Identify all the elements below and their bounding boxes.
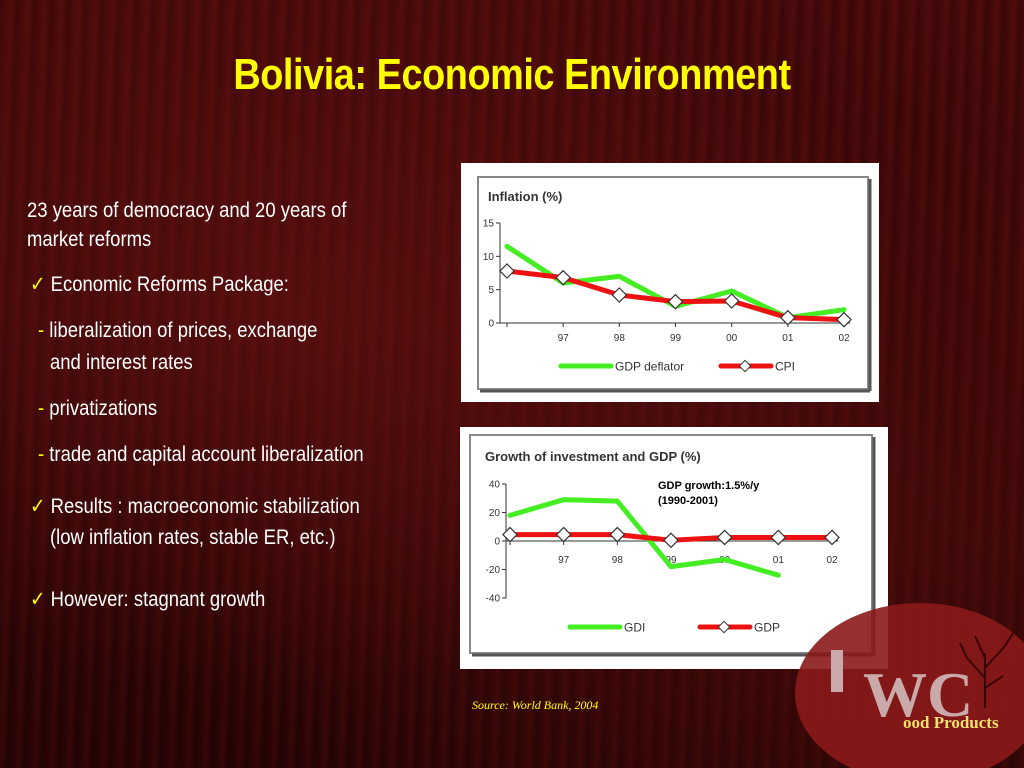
intro-text-line2: market reforms <box>27 228 152 251</box>
data-point-marker <box>555 269 572 286</box>
y-tick-label: 20 <box>489 508 501 519</box>
y-tick-label: 10 <box>483 252 495 263</box>
bullet-however-label: However: stagnant growth <box>50 588 266 611</box>
dash-icon: - <box>38 319 45 342</box>
x-tick-label: 02 <box>826 555 838 566</box>
x-tick-label: 01 <box>773 555 785 566</box>
chart-title: Growth of investment and GDP (%) <box>485 449 701 464</box>
series-line-gdi <box>507 497 781 578</box>
growth-chart: Growth of investment and GDP (%) GDP gro… <box>469 434 876 657</box>
legend-marker <box>738 359 752 373</box>
check-icon: ✓ <box>30 273 46 296</box>
chart-annotation-line1: GDP growth:1.5%/y <box>658 480 760 492</box>
x-tick-label: 97 <box>558 333 570 344</box>
x-tick-label: 00 <box>726 333 738 344</box>
x-tick-label: 02 <box>838 333 850 344</box>
x-tick-label: 99 <box>665 555 677 566</box>
bullet-results: ✓ Results : macroeconomic stabilization <box>30 492 360 521</box>
data-point-marker <box>667 293 684 310</box>
data-point-marker <box>836 311 852 328</box>
check-icon: ✓ <box>30 495 46 518</box>
data-point-marker <box>770 529 787 546</box>
sub-bullet-trade: - trade and capital account liberalizati… <box>38 440 364 469</box>
bullet-results-label: Results : macroeconomic stabilization <box>50 495 360 518</box>
data-point-marker <box>555 526 572 543</box>
source-note: Source: World Bank, 2004 <box>472 698 599 712</box>
y-tick-label: 0 <box>488 319 494 330</box>
inflation-chart: Inflation (%) 0 5 10 15 97 98 99 00 01 02 GDP defl… <box>477 176 872 393</box>
bullet-reforms-label: Economic Reforms Package: <box>50 273 289 296</box>
logo-tagline: ood Products <box>903 713 999 732</box>
y-tick-label: 5 <box>488 285 494 296</box>
logo-disc <box>795 603 1024 768</box>
data-point-marker <box>779 309 796 326</box>
x-tick-label: 97 <box>558 555 570 566</box>
page-title: Bolivia: Economic Environment <box>233 50 791 99</box>
data-point-marker <box>611 287 628 303</box>
x-tick-label: 01 <box>782 333 794 344</box>
legend-marker <box>717 620 731 634</box>
y-tick-label: -40 <box>486 594 501 605</box>
data-point-marker <box>499 263 515 279</box>
x-tick-label: 98 <box>614 333 626 344</box>
data-point-marker <box>609 526 626 543</box>
check-icon: ✓ <box>30 588 46 611</box>
data-point-marker <box>663 532 679 549</box>
intro-text-line1: 23 years of democracy and 20 years of <box>27 199 347 222</box>
logo-letters: WC <box>863 659 973 730</box>
dash-icon: - <box>38 397 45 420</box>
dash-icon: - <box>38 443 45 466</box>
data-point-marker <box>716 529 733 546</box>
inflation-chart-panel: Inflation (%) 0 5 10 15 97 98 99 00 01 02 GDP defl… <box>461 163 879 402</box>
sub-bullet-liberalization: - liberalization of prices, exchange <box>38 316 317 345</box>
y-tick-label: 15 <box>483 219 495 230</box>
y-tick-label: 0 <box>494 537 500 548</box>
tree-icon <box>959 632 1014 708</box>
logo-letter-f <box>831 650 843 692</box>
sub-bullet-liberalization-line2: and interest rates <box>50 351 193 374</box>
sub-bullet-privatizations: - privatizations <box>38 394 157 423</box>
bullet-however: ✓ However: stagnant growth <box>30 585 265 614</box>
bullet-reforms: ✓ Economic Reforms Package: <box>30 270 289 299</box>
sub-bullet-liberalization-label: liberalization of prices, exchange <box>49 319 318 342</box>
data-point-marker <box>723 293 740 309</box>
y-tick-label: -20 <box>486 565 501 576</box>
data-point-marker <box>824 529 840 546</box>
chart-annotation-line2: (1990-2001) <box>658 495 718 507</box>
x-tick-label: 98 <box>612 555 624 566</box>
y-tick-label: 40 <box>489 480 501 491</box>
sub-bullet-privatizations-label: privatizations <box>49 397 158 420</box>
chart-title: Inflation (%) <box>488 189 562 204</box>
x-tick-label: 99 <box>670 333 682 344</box>
bullet-results-line2: (low inflation rates, stable ER, etc.) <box>50 526 336 549</box>
chart-frame <box>477 176 869 390</box>
legend-label: GDP <box>754 621 780 635</box>
legend-label: GDP deflator <box>615 360 684 374</box>
growth-chart-panel: Growth of investment and GDP (%) GDP gro… <box>460 427 888 669</box>
data-point-marker <box>502 526 518 543</box>
legend-label: GDI <box>624 621 645 635</box>
sub-bullet-trade-label: trade and capital account liberalization <box>49 443 364 466</box>
legend-label: CPI <box>775 360 795 374</box>
fwc-logo: WC ood Products <box>795 603 1024 768</box>
